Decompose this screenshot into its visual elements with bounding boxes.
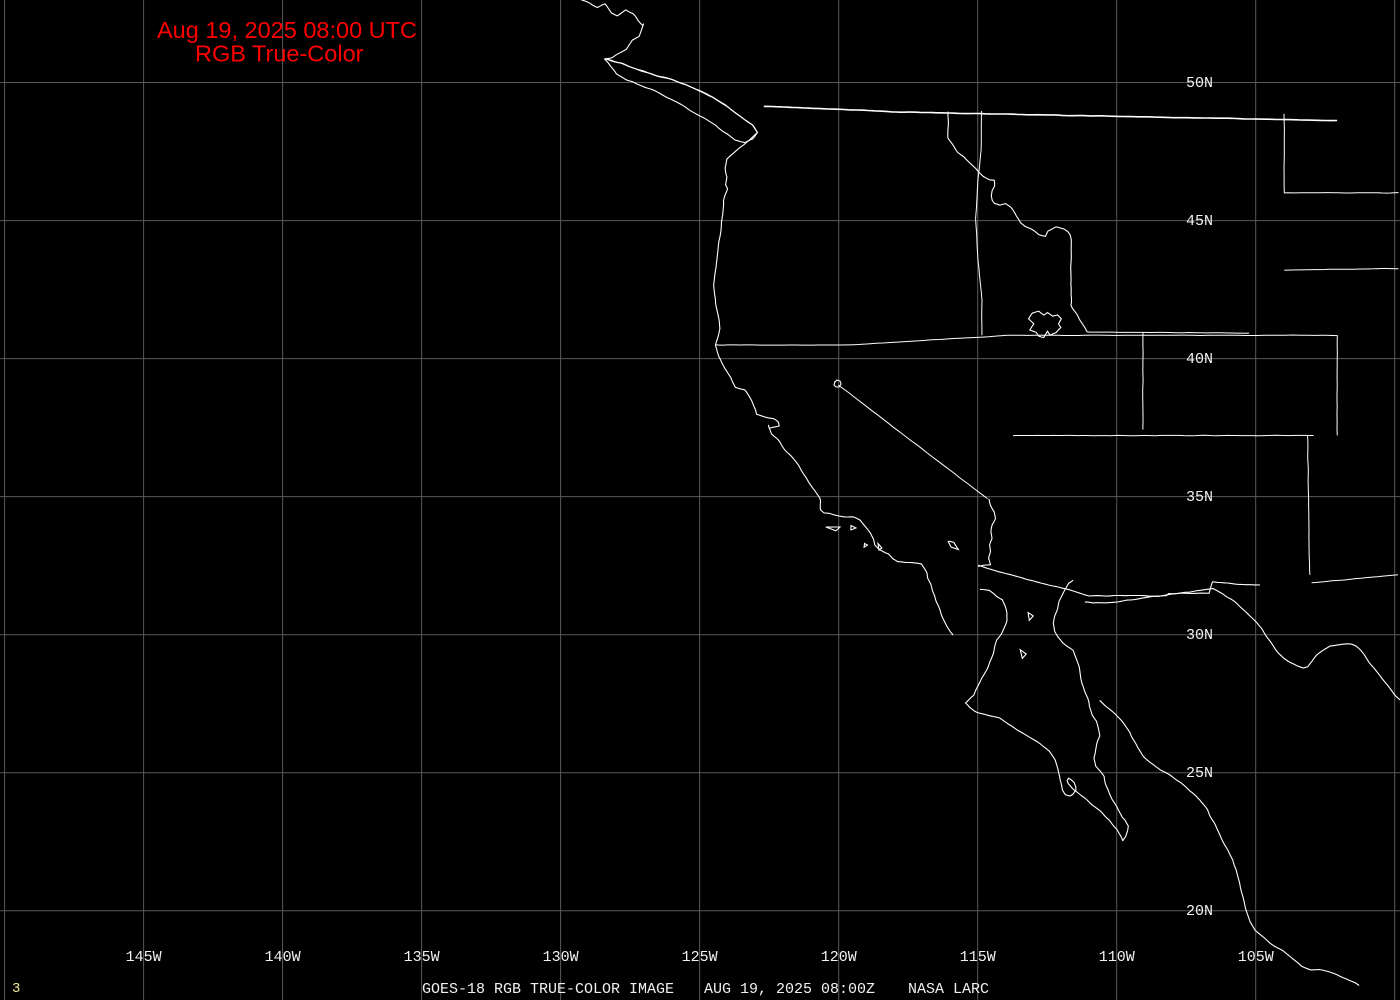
svg-text:145W: 145W xyxy=(126,949,162,966)
svg-text:30N: 30N xyxy=(1186,627,1213,644)
svg-text:45N: 45N xyxy=(1186,213,1213,230)
svg-text:35N: 35N xyxy=(1186,489,1213,506)
svg-text:120W: 120W xyxy=(821,949,857,966)
svg-text:GOES-18 RGB TRUE-COLOR IMAGE: GOES-18 RGB TRUE-COLOR IMAGE xyxy=(422,981,674,998)
svg-text:Aug 19, 2025 08:00 UTC: Aug 19, 2025 08:00 UTC xyxy=(157,17,417,43)
svg-text:105W: 105W xyxy=(1238,949,1274,966)
svg-text:130W: 130W xyxy=(543,949,579,966)
svg-text:AUG 19, 2025 08:00Z: AUG 19, 2025 08:00Z xyxy=(704,981,875,998)
svg-text:RGB True-Color: RGB True-Color xyxy=(195,41,364,67)
svg-text:135W: 135W xyxy=(404,949,440,966)
svg-text:115W: 115W xyxy=(960,949,996,966)
svg-text:140W: 140W xyxy=(265,949,301,966)
svg-text:3: 3 xyxy=(12,981,20,997)
svg-text:110W: 110W xyxy=(1099,949,1135,966)
svg-text:NASA LARC: NASA LARC xyxy=(908,981,989,998)
svg-text:20N: 20N xyxy=(1186,903,1213,920)
svg-text:125W: 125W xyxy=(682,949,718,966)
svg-text:25N: 25N xyxy=(1186,765,1213,782)
svg-text:40N: 40N xyxy=(1186,351,1213,368)
svg-text:50N: 50N xyxy=(1186,75,1213,92)
